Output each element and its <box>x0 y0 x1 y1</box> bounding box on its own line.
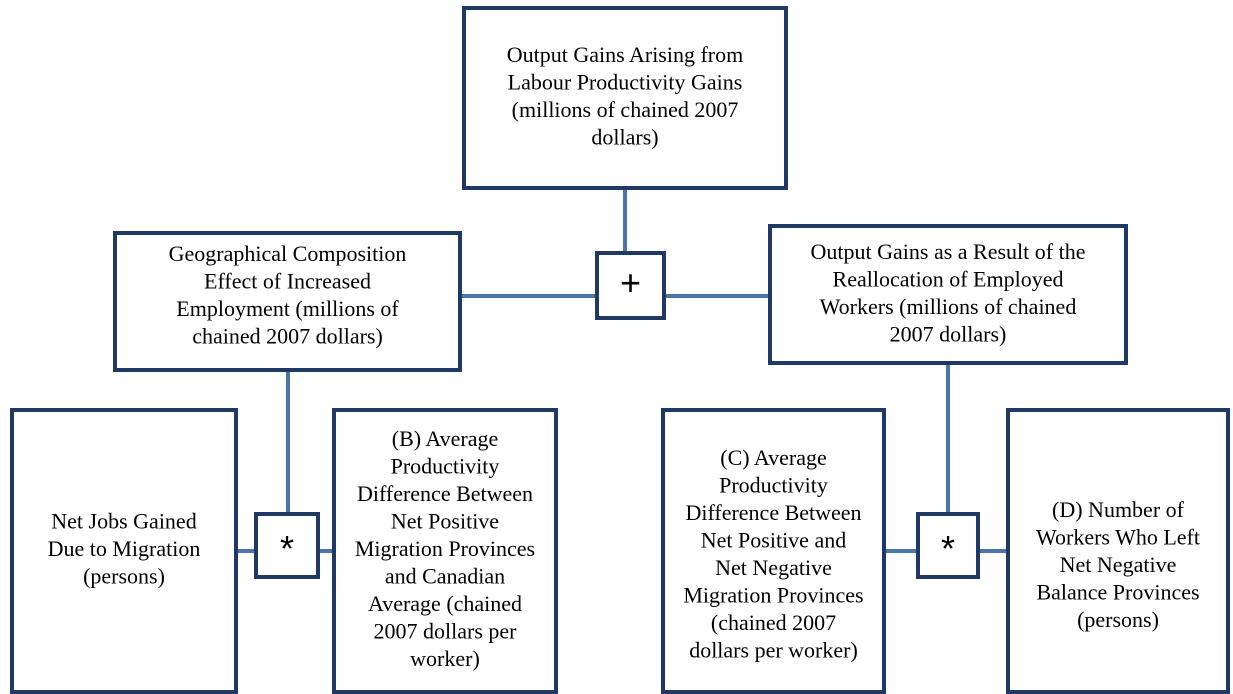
node-label: Net Negative <box>1060 552 1177 577</box>
node-box <box>10 408 238 694</box>
node-box <box>332 408 558 694</box>
operator-symbol: + <box>620 262 641 303</box>
node-label: (persons) <box>1077 607 1159 632</box>
node-label: dollars per worker) <box>689 637 858 662</box>
node-label: dollars) <box>591 124 658 149</box>
node-label: Balance Provinces <box>1036 580 1199 605</box>
node-box <box>1006 408 1230 694</box>
node-label: Due to Migration <box>48 536 201 561</box>
node-label: Workers Who Left <box>1036 525 1200 550</box>
node-label: (persons) <box>83 564 165 589</box>
node-label: Net Positive <box>391 509 499 534</box>
node-label: Migration Provinces <box>355 536 535 561</box>
operator-box <box>916 512 980 579</box>
operator: * <box>916 512 980 579</box>
node-label: Output Gains Arising from <box>507 42 744 67</box>
node-label: Net Negative <box>715 555 832 580</box>
node-label: Net Positive and <box>701 527 846 552</box>
operator-symbol: * <box>280 528 294 569</box>
node-box <box>462 6 788 190</box>
node-label: Difference Between <box>685 500 861 525</box>
node-label: chained 2007 dollars) <box>192 323 383 348</box>
node-label: 2007 dollars) <box>890 321 1007 346</box>
node-label: 2007 dollars per <box>374 619 518 644</box>
node-box <box>768 224 1128 365</box>
operator-symbol: * <box>941 528 955 569</box>
node-label: Reallocation of Employed <box>833 266 1064 291</box>
operator-box <box>254 512 320 579</box>
node-label: Employment (millions of <box>176 296 399 321</box>
operator-box <box>595 251 666 320</box>
operator: + <box>595 251 666 320</box>
node-label: (D) Number of <box>1052 497 1185 522</box>
node-label: Geographical Composition <box>169 241 407 266</box>
node-label: (C) Average <box>720 445 827 470</box>
node-label: and Canadian <box>385 564 505 589</box>
node-label: Net Jobs Gained <box>51 509 196 534</box>
node-label: Effect of Increased <box>204 268 371 293</box>
node-label: (B) Average <box>392 426 499 451</box>
connectors <box>236 188 1008 553</box>
node-label: (chained 2007 <box>711 610 836 635</box>
node-label: Labour Productivity Gains <box>508 69 743 94</box>
node-label: (millions of chained 2007 <box>512 97 739 122</box>
node-label: Migration Provinces <box>683 582 863 607</box>
operator: * <box>254 512 320 579</box>
node-label: Productivity <box>391 454 500 479</box>
node-label: Productivity <box>719 472 828 497</box>
node-label: Difference Between <box>357 481 533 506</box>
node-box <box>113 231 462 372</box>
node: Output Gains as a Result of theReallocat… <box>768 224 1128 365</box>
node-label: worker) <box>410 646 480 671</box>
node-label: Workers (millions of chained <box>820 294 1077 319</box>
node-label: Output Gains as a Result of the <box>811 239 1086 264</box>
node-box <box>661 408 886 694</box>
node-label: Average (chained <box>368 591 522 616</box>
